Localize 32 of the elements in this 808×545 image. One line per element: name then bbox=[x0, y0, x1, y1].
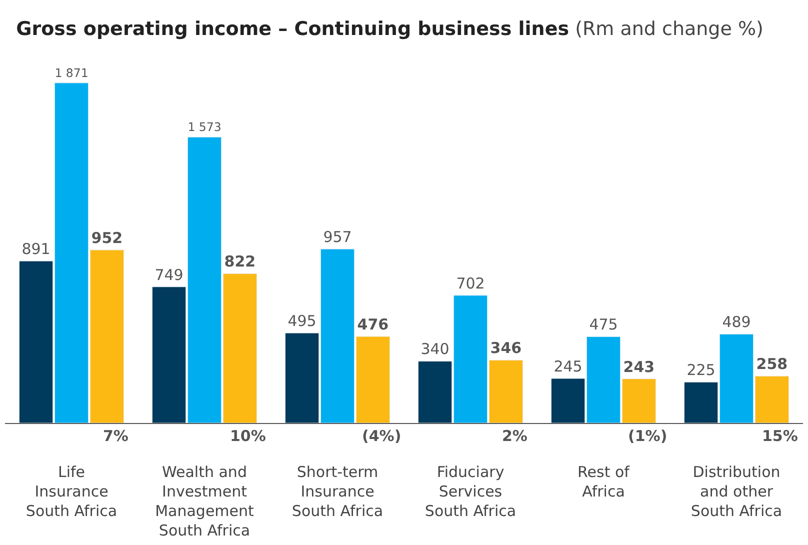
data-label: 346 bbox=[490, 339, 522, 358]
x-tick-label: Distribution and other South Africa bbox=[690, 463, 782, 520]
data-label: 891 bbox=[22, 240, 50, 258]
data-label: 489 bbox=[722, 313, 751, 332]
text: (4%) bbox=[362, 427, 402, 445]
data-label: 243 bbox=[623, 358, 655, 376]
x-tick-label: Fiduciary Services South Africa bbox=[424, 463, 516, 520]
x-tick-label: Rest of Africa bbox=[578, 463, 630, 500]
data-label: 225 bbox=[686, 361, 716, 380]
data-label: 258 bbox=[756, 355, 788, 374]
text: 2% bbox=[502, 427, 528, 445]
data-label: 952 bbox=[91, 228, 123, 247]
data-label: 1 573 bbox=[188, 120, 222, 134]
text: 7% bbox=[103, 427, 128, 445]
x-tick-label: Short-term Insurance South Africa bbox=[292, 463, 384, 520]
text: 15% bbox=[762, 427, 798, 445]
chart-subtitle: (Rm and change %) bbox=[575, 18, 764, 40]
data-label: 340 bbox=[420, 340, 450, 358]
data-label: 245 bbox=[554, 357, 582, 376]
data-label: 495 bbox=[288, 312, 316, 330]
data-label: 822 bbox=[224, 252, 256, 271]
data-label: 702 bbox=[456, 274, 485, 292]
text: 10% bbox=[230, 427, 266, 445]
data-label: 957 bbox=[323, 228, 352, 246]
data-label: 475 bbox=[589, 316, 618, 334]
text: (1%) bbox=[628, 427, 668, 445]
x-tick-label: Life Insurance South Africa bbox=[26, 463, 118, 520]
chart-title: Gross operating income – Continuing business lines bbox=[16, 18, 570, 40]
data-label: 1 871 bbox=[54, 66, 88, 80]
x-tick-label: Wealth and Investment Management South Africa bbox=[155, 463, 254, 540]
data-label: 476 bbox=[357, 315, 389, 334]
data-label: 749 bbox=[154, 266, 184, 284]
